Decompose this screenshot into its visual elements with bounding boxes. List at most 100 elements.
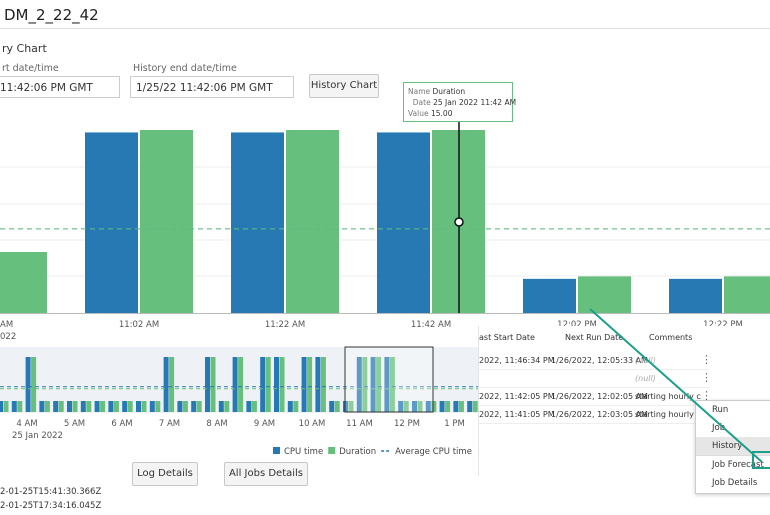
nav-bar: [224, 401, 230, 412]
nav-bar: [453, 401, 459, 412]
table-header: Next Run Date: [565, 333, 624, 342]
nav-bar: [182, 401, 188, 412]
menu-item[interactable]: Job Details: [712, 478, 758, 488]
start-input[interactable]: 11:42:06 PM GMT: [0, 76, 120, 98]
row-menu-icon[interactable]: ⋮: [701, 371, 712, 384]
nav-bar: [293, 401, 299, 412]
nav-bar: [467, 401, 473, 412]
legend-swatch: [328, 447, 336, 454]
nav-bar: [376, 357, 382, 412]
nav-window: [344, 346, 434, 413]
x-tick-label: 11:02 AM: [119, 320, 159, 330]
nav-bar: [86, 401, 92, 412]
nav-bar: [94, 401, 100, 412]
end-label: History end date/time: [133, 63, 237, 74]
log-details-button[interactable]: Log Details: [132, 462, 198, 486]
nav-label: 4 AM: [16, 419, 37, 429]
nav-bar: [472, 401, 478, 412]
nav-bar: [445, 401, 451, 412]
bar: [231, 132, 284, 313]
nav-bar: [417, 401, 423, 412]
nav-bar: [177, 401, 183, 412]
x-tick-label: AM: [0, 320, 13, 330]
nav-bar: [307, 357, 313, 412]
row-menu-icon[interactable]: ⋮: [701, 353, 712, 366]
menu-item[interactable]: Job: [712, 423, 726, 433]
table-cell: (null): [635, 374, 656, 383]
nav-bar: [196, 401, 202, 412]
table-cell: 1/26/2022, 12:03:05 AM: [551, 410, 648, 419]
row-line: [479, 423, 709, 424]
nav-label: 9 AM: [254, 419, 275, 429]
nav-bar: [458, 401, 464, 412]
footer-line: 2-01-25T15:41:30.366Z: [0, 487, 102, 497]
nav-label: 12 PM: [394, 419, 420, 429]
nav-bar: [431, 401, 437, 412]
table-cell: 2022, 11:42:05 PM: [479, 392, 555, 401]
nav-label: 7 AM: [159, 419, 180, 429]
nav-bar: [260, 357, 266, 412]
tooltip: Name Duration Date 25 Jan 2022 11:42 AM …: [403, 82, 517, 122]
table-header: Comments: [649, 333, 693, 342]
nav-bar: [389, 357, 395, 412]
bar: [0, 252, 47, 313]
nav-bar: [246, 401, 252, 412]
bar: [724, 276, 770, 313]
nav-label: 5 AM: [64, 419, 85, 429]
tooltip-key: Value: [408, 109, 429, 118]
nav-bar: [425, 401, 431, 412]
page-title: DM_2_22_42: [4, 6, 99, 24]
nav-bar: [39, 401, 45, 412]
nav-bar: [53, 401, 59, 412]
nav-bar: [149, 401, 155, 412]
nav-bar: [439, 401, 445, 412]
tooltip-key: Date: [412, 98, 431, 107]
all-jobs-button[interactable]: All Jobs Details: [224, 462, 308, 486]
nav-bar: [403, 401, 409, 412]
nav-label: 8 AM: [206, 419, 227, 429]
nav-bar: [163, 357, 169, 412]
legend-label: CPU time: [284, 447, 323, 457]
nav-bar: [122, 401, 128, 412]
bar: [286, 130, 339, 313]
nav-bar: [141, 401, 147, 412]
bar: [578, 276, 631, 313]
context-menu: Run Job History Job Forecast Job Details: [695, 400, 770, 494]
tooltip-value: Duration: [432, 87, 466, 96]
divider: [0, 28, 770, 29]
row-line: [479, 369, 709, 370]
nav-bar: [80, 401, 86, 412]
nav-bar: [108, 401, 114, 412]
legend-label: Duration: [339, 447, 376, 457]
tooltip-value: 25 Jan 2022 11:42 AM: [433, 98, 517, 107]
nav-bar: [370, 357, 376, 412]
menu-item[interactable]: Run: [712, 405, 729, 415]
nav-bar: [334, 401, 340, 412]
nav-bar: [238, 357, 244, 412]
nav-bar: [72, 401, 78, 412]
table-cell: 1/26/2022, 12:02:05 AM: [551, 392, 648, 401]
nav-bar: [301, 357, 307, 412]
cursor-point: [454, 217, 464, 227]
end-value: 1/25/22 11:42:06 PM GMT: [136, 82, 273, 94]
nav-bar: [136, 401, 141, 412]
bar: [669, 278, 722, 313]
row-line: [479, 405, 709, 406]
nav-bar: [44, 401, 50, 412]
nav-label: 6 AM: [111, 419, 132, 429]
nav-label: 10 AM: [299, 419, 326, 429]
nav-bar: [287, 401, 293, 412]
nav-label: 1 PM: [444, 419, 465, 429]
nav-bar: [3, 401, 9, 412]
history-chart-button[interactable]: History Chart: [309, 74, 379, 98]
menu-item[interactable]: Job Forecast: [696, 455, 770, 474]
bar: [85, 132, 138, 313]
menu-item[interactable]: History: [696, 437, 770, 455]
nav-bar: [265, 357, 271, 412]
nav-bar: [315, 357, 321, 412]
nav-bar: [0, 401, 3, 412]
nav-bar: [31, 357, 37, 412]
nav-label: 11 AM: [346, 419, 373, 429]
end-input[interactable]: 1/25/22 11:42:06 PM GMT: [130, 76, 294, 98]
